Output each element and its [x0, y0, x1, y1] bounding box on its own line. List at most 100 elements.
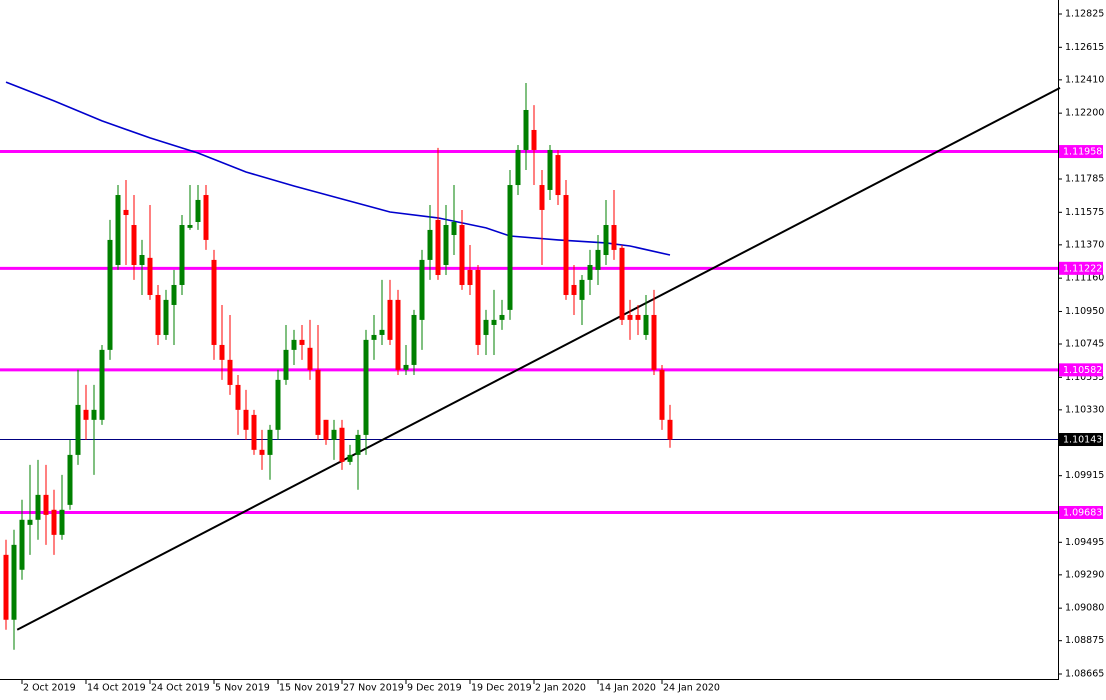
- y-tick-label: 1.12410: [1065, 74, 1104, 85]
- candle-body: [275, 379, 281, 430]
- y-tick-label: 1.09290: [1065, 569, 1104, 580]
- candle-body: [595, 249, 601, 270]
- x-tick-label: 24 Jan 2020: [663, 683, 720, 694]
- candle-body: [411, 314, 417, 365]
- x-tick-label: 19 Dec 2019: [471, 683, 532, 694]
- candle-body: [211, 259, 217, 345]
- trendline: [16, 87, 1061, 631]
- candle-body: [435, 219, 441, 275]
- candle-body: [451, 221, 457, 236]
- candle-body: [179, 225, 185, 285]
- candle-body: [371, 334, 377, 340]
- y-tick-label: 1.08665: [1065, 669, 1104, 680]
- candle-body: [635, 314, 641, 320]
- y-tick-label: 1.11575: [1065, 207, 1104, 218]
- price-label: 1.10143: [1063, 435, 1102, 446]
- candle-body: [579, 279, 585, 300]
- candle-body: [555, 155, 561, 196]
- candle-body: [219, 344, 225, 360]
- candle-body: [419, 259, 425, 320]
- x-tick-label: 2 Jan 2020: [535, 683, 586, 694]
- level-label: 1.11222: [1063, 263, 1102, 274]
- candle-body: [107, 239, 113, 350]
- y-tick-label: 1.10535: [1065, 372, 1104, 383]
- candle-body: [587, 264, 593, 280]
- candle-body: [171, 284, 177, 305]
- candle-body: [307, 347, 313, 370]
- level-label: 1.09683: [1063, 507, 1102, 518]
- candle-body: [3, 554, 9, 620]
- candle-body: [147, 257, 153, 295]
- level-label-box: [1059, 261, 1103, 275]
- candle-body: [643, 314, 649, 335]
- candle-body: [427, 229, 433, 260]
- candle-body: [515, 149, 521, 186]
- level-label: 1.10582: [1063, 365, 1102, 376]
- candle-body: [67, 454, 73, 505]
- candle-body: [243, 409, 249, 430]
- candle-body: [531, 129, 537, 150]
- x-tick-label: 14 Oct 2019: [87, 683, 146, 694]
- y-tick-label: 1.10330: [1065, 404, 1104, 415]
- candle-body: [547, 149, 553, 190]
- candle-body: [267, 429, 273, 455]
- candle-body: [403, 364, 409, 370]
- candle-body: [459, 225, 465, 285]
- candle-body: [339, 427, 345, 462]
- candle-body: [627, 314, 633, 320]
- candle-body: [259, 449, 265, 455]
- y-tick-label: 1.12825: [1065, 9, 1104, 20]
- candle-body: [483, 319, 489, 335]
- candle-body: [475, 269, 481, 345]
- candle-body: [667, 419, 673, 440]
- candle-body: [51, 509, 57, 535]
- y-tick-label: 1.12200: [1065, 108, 1104, 119]
- candle-body: [299, 339, 305, 345]
- candle-body: [203, 195, 209, 240]
- candle-body: [331, 429, 337, 440]
- y-tick-label: 1.10745: [1065, 339, 1104, 350]
- x-tick-label: 9 Dec 2019: [407, 683, 462, 694]
- y-tick-label: 1.11370: [1065, 239, 1104, 250]
- y-tick-label: 1.09080: [1065, 603, 1104, 614]
- candle-body: [235, 384, 241, 410]
- candle-body: [91, 409, 97, 420]
- candle-body: [59, 509, 65, 535]
- level-label-box: [1059, 363, 1103, 377]
- candle-body: [323, 419, 329, 440]
- candle-body: [651, 314, 657, 370]
- x-tick-label: 5 Nov 2019: [215, 683, 270, 694]
- candle-body: [155, 294, 161, 335]
- y-tick-label: 1.11160: [1065, 273, 1104, 284]
- candle-body: [619, 247, 625, 320]
- x-tick-label: 27 Nov 2019: [343, 683, 404, 694]
- candle-body: [467, 269, 473, 285]
- candle-body: [251, 414, 257, 450]
- candle-body: [315, 369, 321, 435]
- y-tick-label: 1.11785: [1065, 174, 1104, 185]
- candle-body: [83, 409, 89, 420]
- candle-body: [539, 185, 545, 210]
- candle-body: [659, 369, 665, 420]
- candle-body: [75, 404, 81, 455]
- y-tick-label: 1.09915: [1065, 470, 1104, 481]
- candle-body: [35, 494, 41, 520]
- candle-body: [563, 195, 569, 295]
- candle-body: [603, 225, 609, 255]
- candle-body: [163, 299, 169, 335]
- candle-body: [19, 519, 25, 570]
- candle-body: [283, 349, 289, 380]
- candle-body: [523, 109, 529, 150]
- candle-body: [115, 195, 121, 265]
- candle-body: [99, 349, 105, 420]
- x-tick-label: 2 Oct 2019: [23, 683, 76, 694]
- candle-body: [363, 339, 369, 435]
- candle-body: [355, 434, 361, 455]
- candle-body: [139, 254, 145, 265]
- candle-body: [611, 225, 617, 250]
- candle-body: [379, 329, 385, 335]
- candle-body: [347, 454, 353, 462]
- candle-body: [131, 225, 137, 265]
- candle-body: [195, 199, 201, 222]
